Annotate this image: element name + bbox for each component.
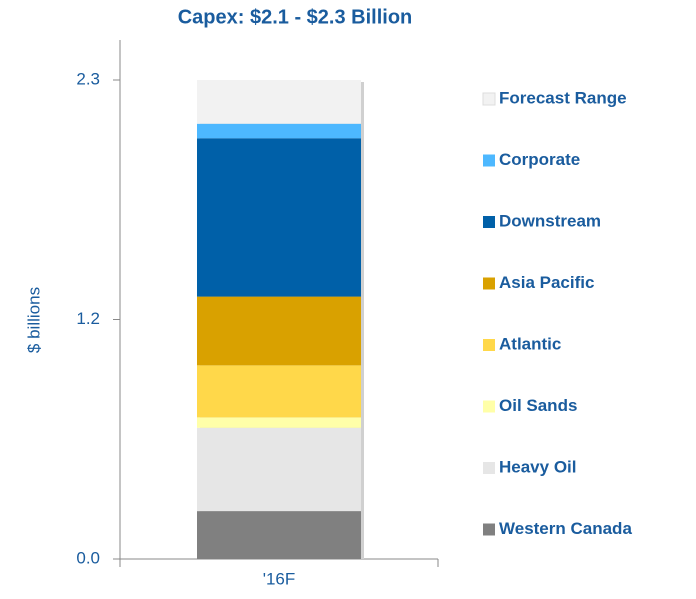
legend-swatch bbox=[483, 339, 495, 351]
legend-swatch bbox=[483, 277, 495, 290]
legend-label: Atlantic bbox=[499, 334, 561, 353]
bar-segment bbox=[197, 138, 361, 297]
legend-swatch bbox=[483, 400, 495, 413]
legend-label: Asia Pacific bbox=[499, 273, 594, 292]
legend-label: Forecast Range bbox=[499, 88, 627, 107]
bar-segment bbox=[197, 123, 361, 139]
legend-swatch bbox=[483, 154, 495, 167]
y-tick-label: 0.0 bbox=[76, 548, 100, 567]
bar-segment bbox=[197, 365, 361, 418]
y-tick-label: 1.2 bbox=[76, 309, 100, 328]
legend-swatch bbox=[483, 523, 495, 536]
legend-label: Downstream bbox=[499, 211, 601, 230]
legend-label: Oil Sands bbox=[499, 396, 577, 415]
y-axis-label: $ billions bbox=[24, 287, 43, 353]
bar-segment bbox=[197, 296, 361, 366]
chart-title: Capex: $2.1 - $2.3 Billion bbox=[178, 6, 413, 28]
legend-swatch bbox=[483, 462, 495, 474]
bar-segment bbox=[197, 511, 361, 559]
x-tick-label: '16F bbox=[263, 569, 296, 588]
legend-label: Western Canada bbox=[499, 519, 632, 538]
bar-segment bbox=[197, 417, 361, 428]
legend-swatch bbox=[482, 92, 496, 106]
y-tick-label: 2.3 bbox=[76, 69, 100, 88]
legend-label: Corporate bbox=[499, 150, 580, 169]
legend-swatch bbox=[483, 216, 495, 228]
bar-segment bbox=[197, 80, 361, 124]
bar-segment bbox=[197, 427, 361, 512]
legend-label: Heavy Oil bbox=[499, 457, 577, 476]
